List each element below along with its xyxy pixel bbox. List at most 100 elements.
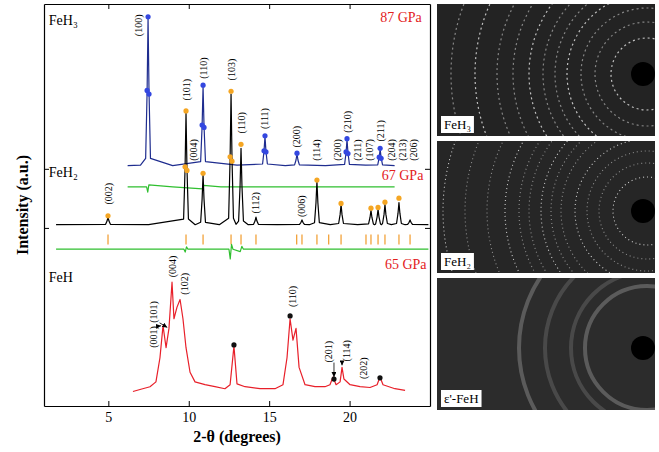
debye-ring bbox=[541, 141, 655, 273]
debye-ring bbox=[587, 151, 655, 271]
y-axis-title: Intensity (a.u.) bbox=[14, 155, 32, 255]
reflection-tick bbox=[365, 235, 366, 245]
axis-line bbox=[44, 5, 45, 407]
plot-area bbox=[44, 4, 430, 406]
tick-mark bbox=[350, 4, 351, 9]
data-point bbox=[338, 201, 343, 206]
series-line bbox=[128, 185, 395, 192]
reflection-tick bbox=[301, 235, 302, 245]
peak-label: (110) bbox=[287, 286, 299, 307]
debye-ring bbox=[465, 141, 655, 273]
annotation: 65 GPa bbox=[385, 257, 427, 272]
x-axis-top bbox=[45, 4, 431, 9]
leader-arrow bbox=[160, 323, 168, 328]
peak-label: (101) bbox=[181, 79, 193, 101]
debye-ring bbox=[599, 163, 655, 259]
peak-label: (101) bbox=[148, 301, 160, 323]
reflection-tick bbox=[328, 235, 329, 245]
image-label: FeH₃ bbox=[444, 117, 471, 132]
x-axis-title: 2-θ (degrees) bbox=[193, 428, 281, 446]
peak-label: (001) bbox=[148, 326, 160, 348]
data-point bbox=[377, 375, 382, 380]
reflection-tick bbox=[296, 235, 297, 245]
debye-ring bbox=[543, 4, 655, 136]
data-point bbox=[375, 205, 380, 210]
debye-ring bbox=[555, 4, 655, 136]
peak-label: (112) bbox=[250, 192, 262, 213]
tick-label: 5 bbox=[105, 410, 112, 425]
beam-stop bbox=[631, 62, 655, 86]
debye-ring bbox=[529, 4, 655, 136]
reflection-tick bbox=[409, 235, 410, 245]
tick: 20 bbox=[343, 401, 357, 425]
tick: 5 bbox=[105, 401, 112, 425]
debye-ring bbox=[585, 286, 655, 410]
debye-ring bbox=[451, 4, 655, 136]
peak-label: (114) bbox=[341, 340, 353, 361]
debye-ring bbox=[613, 177, 655, 245]
tick bbox=[425, 228, 430, 229]
reflection-tick bbox=[340, 235, 341, 245]
beam-stop bbox=[631, 199, 655, 223]
debye-ring bbox=[611, 38, 655, 110]
tick-mark bbox=[44, 228, 49, 229]
peak-label: (110) bbox=[198, 57, 210, 78]
tick-mark bbox=[189, 401, 190, 406]
series-line bbox=[133, 282, 405, 391]
debye-ring bbox=[551, 141, 655, 273]
peak-label: (114) bbox=[311, 139, 323, 160]
reflection-tick bbox=[202, 235, 203, 245]
reflection-tick bbox=[377, 235, 378, 245]
reflection-tick bbox=[240, 235, 241, 245]
image-label-box bbox=[441, 116, 474, 133]
data-point bbox=[227, 154, 232, 159]
image-rings bbox=[519, 278, 655, 410]
annotation: FeH bbox=[49, 270, 73, 285]
data-point bbox=[379, 156, 384, 161]
tick-mark bbox=[269, 4, 270, 9]
data-point bbox=[200, 171, 205, 176]
data-point bbox=[382, 200, 387, 205]
figure: 5 10 15 20 2-θ (degrees) Intensity (a.u.) FeH₃… bbox=[0, 0, 659, 452]
annotation: FeH₃ bbox=[49, 13, 78, 28]
data-point bbox=[238, 142, 243, 147]
data-point bbox=[105, 213, 110, 218]
tick: 10 bbox=[182, 401, 196, 425]
tick: 15 bbox=[263, 401, 277, 425]
peak-label: (110) bbox=[236, 112, 248, 133]
axis-line bbox=[45, 406, 431, 407]
peak-label: (100) bbox=[133, 14, 145, 36]
image-label: FeH₂ bbox=[444, 254, 471, 269]
debye-ring bbox=[571, 278, 655, 410]
tick-mark bbox=[425, 228, 430, 229]
reflection-tick bbox=[255, 235, 256, 245]
reflection-tick bbox=[370, 235, 371, 245]
data-point bbox=[314, 177, 319, 182]
diffraction-image: FeH₂ bbox=[437, 7, 659, 415]
beam-stop bbox=[631, 336, 655, 360]
data-point bbox=[263, 149, 268, 154]
plot-marks bbox=[56, 14, 428, 391]
debye-ring bbox=[475, 4, 655, 136]
reflection-tick bbox=[185, 235, 186, 245]
peak-label: (004) bbox=[188, 139, 200, 161]
reflection-tick bbox=[230, 235, 231, 245]
tick-label: 20 bbox=[343, 410, 357, 425]
debye-ring bbox=[497, 4, 655, 136]
peak-label: (200) bbox=[332, 139, 344, 161]
tick bbox=[269, 4, 270, 9]
peak-label: (006) bbox=[296, 195, 308, 217]
tick bbox=[108, 4, 109, 9]
debye-ring bbox=[519, 141, 655, 273]
data-point bbox=[184, 168, 189, 173]
data-point bbox=[344, 136, 349, 141]
tick bbox=[44, 228, 49, 229]
series-line bbox=[56, 244, 428, 258]
tick-mark bbox=[189, 4, 190, 9]
annotation: FeH₂ bbox=[49, 165, 78, 180]
debye-ring bbox=[581, 8, 655, 136]
debye-ring bbox=[561, 141, 655, 273]
peak-label: (002) bbox=[103, 183, 115, 205]
peak-label: (213) bbox=[397, 139, 409, 161]
series-line bbox=[56, 94, 428, 225]
